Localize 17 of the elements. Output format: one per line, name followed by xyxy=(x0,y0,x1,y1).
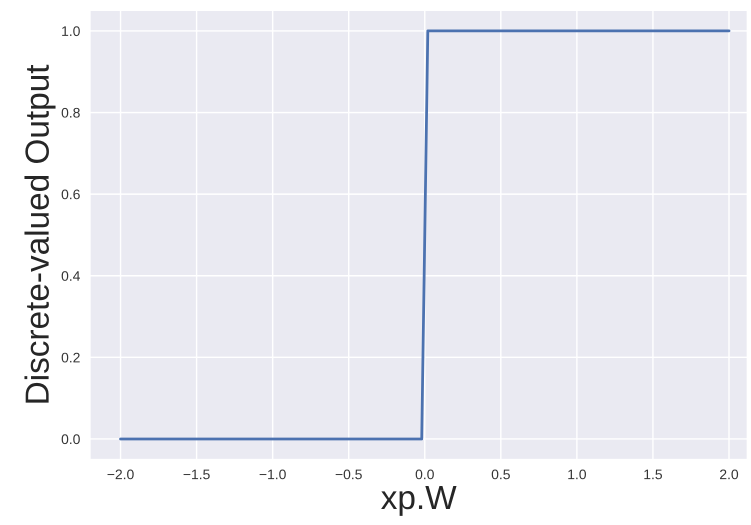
y-tick-label: 0.8 xyxy=(62,108,80,118)
y-tick-label: 0.4 xyxy=(62,271,80,281)
x-tick-label: 1.5 xyxy=(644,470,662,480)
x-tick-label: 2.0 xyxy=(720,469,738,480)
y-tick-label: 1.0 xyxy=(62,26,80,36)
x-tick-label: 0.0 xyxy=(416,469,434,480)
y-tick-label: 0.6 xyxy=(62,189,80,200)
y-tick-label: 0.0 xyxy=(62,434,80,444)
x-tick-label: 0.5 xyxy=(492,469,510,480)
x-tick-label: −1.5 xyxy=(184,470,210,480)
x-tick-label: −2.0 xyxy=(108,469,134,480)
x-tick-label: 1.0 xyxy=(568,469,586,480)
x-axis-title: xp.W xyxy=(381,486,457,516)
y-axis-title: Discrete-valued Output xyxy=(24,64,56,403)
x-tick-label: −0.5 xyxy=(336,469,362,480)
y-tick-label: 0.2 xyxy=(62,352,80,363)
x-tick-label: −1.0 xyxy=(260,469,286,480)
